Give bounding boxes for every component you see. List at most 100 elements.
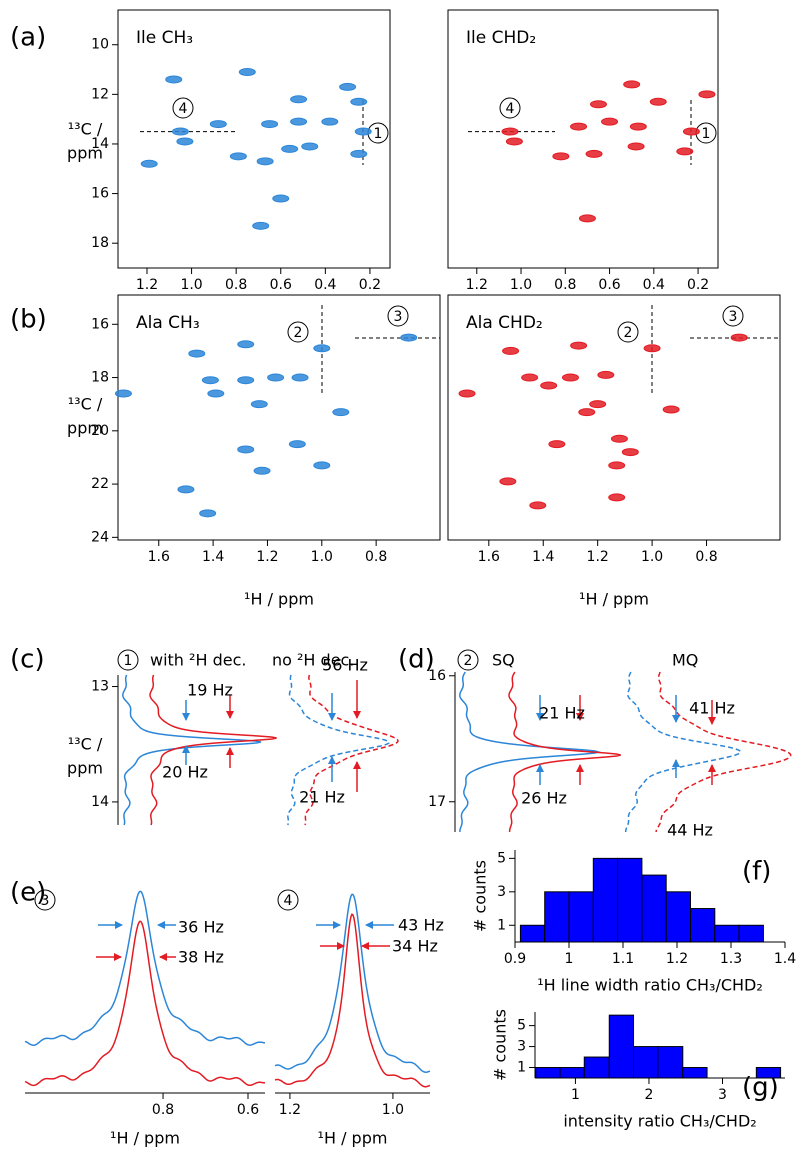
annotation: 2 <box>624 325 633 341</box>
bar <box>633 1046 659 1079</box>
peak <box>252 221 270 230</box>
y-tick-label: 18 <box>91 370 109 386</box>
peak <box>627 142 645 151</box>
bar <box>641 874 667 943</box>
x-tick-label: 1.0 <box>311 549 333 565</box>
peak <box>629 122 647 131</box>
peak <box>238 68 256 77</box>
annotation: SQ <box>492 651 515 670</box>
y-axis-title: ¹³C / <box>68 735 103 754</box>
panel-label: (e) <box>10 878 46 908</box>
x-tick-label: 0.8 <box>365 549 387 565</box>
peak <box>188 349 206 358</box>
x-axis-title: ¹H line width ratio CH₃/CHD₂ <box>537 976 763 995</box>
annotation-circle <box>172 97 194 119</box>
x-tick-label: 1.1 <box>612 951 634 967</box>
peak <box>521 373 539 382</box>
x-tick-label: 1.2 <box>466 277 488 293</box>
y-tick-label: 16 <box>428 668 446 684</box>
spectrum-trace <box>655 671 792 833</box>
peak <box>676 147 694 156</box>
bar <box>559 1067 585 1079</box>
annotation: 38 Hz <box>178 948 224 967</box>
peak <box>458 389 476 398</box>
x-tick-label: 1.6 <box>478 549 500 565</box>
peak <box>177 485 195 494</box>
x-tick-label: 0.2 <box>687 277 709 293</box>
panel-label: (f) <box>742 857 771 887</box>
peak <box>623 80 641 89</box>
annotation-circle <box>287 321 309 343</box>
peak <box>165 75 183 84</box>
y-tick-label: 18 <box>91 235 109 251</box>
peak <box>529 501 547 510</box>
x-tick-label: 3 <box>718 1087 727 1103</box>
peak <box>209 120 227 129</box>
peak <box>301 142 319 151</box>
annotation: 20 Hz <box>162 763 208 782</box>
x-tick-label: 1.6 <box>148 549 170 565</box>
peak <box>237 376 255 385</box>
peak <box>400 333 418 342</box>
spectrum-trace <box>304 674 399 826</box>
x-tick-label: 2 <box>645 1087 654 1103</box>
peak <box>171 127 189 136</box>
chart-title: Ile CH₃ <box>136 28 193 48</box>
peak <box>250 400 268 409</box>
y-tick-label: 5 <box>517 1018 526 1034</box>
y-axis-title: ppm <box>67 144 103 163</box>
y-tick-label: 1 <box>517 1060 526 1076</box>
x-tick-label: 1.2 <box>279 1102 301 1118</box>
peak <box>585 149 603 158</box>
x-tick-label: 0.8 <box>695 549 717 565</box>
peak <box>682 127 700 136</box>
spectrum-trace <box>24 890 266 1046</box>
y-tick-label: 3 <box>497 884 506 900</box>
peak <box>253 466 271 475</box>
annotation: with ²H dec. <box>150 651 246 670</box>
bar <box>665 891 692 943</box>
x-tick-label: 0.8 <box>152 1102 174 1118</box>
annotation-circle <box>117 649 139 671</box>
peak <box>502 346 520 355</box>
x-tick-label: 1.0 <box>180 277 202 293</box>
bar <box>592 857 619 943</box>
bar <box>755 1067 782 1079</box>
annotation: 4 <box>506 101 515 117</box>
bar <box>738 924 764 943</box>
x-tick-label: 1.2 <box>256 549 278 565</box>
bar <box>608 1014 635 1079</box>
annotation: 2 <box>294 325 303 341</box>
x-tick-label: 1.2 <box>666 951 688 967</box>
y-tick-label: 3 <box>517 1039 526 1055</box>
bar <box>568 891 594 943</box>
chart-title: Ala CH₃ <box>136 313 200 333</box>
peak <box>321 117 339 126</box>
peak <box>350 97 368 106</box>
spectrum-trace <box>508 671 621 833</box>
x-tick-label: 0.6 <box>237 1102 259 1118</box>
x-axis-title: ¹H / ppm <box>110 1129 180 1148</box>
spectrum-trace <box>149 674 277 826</box>
peak <box>601 117 619 126</box>
peak <box>578 408 596 417</box>
peak <box>272 194 290 203</box>
chart-title: Ile CHD₂ <box>466 28 536 48</box>
y-tick-label: 12 <box>91 86 109 102</box>
panel-label: (c) <box>10 645 45 675</box>
annotation: no ²H dec. <box>272 651 354 670</box>
x-tick-label: 0.4 <box>643 277 665 293</box>
x-tick-label: 1.0 <box>510 277 532 293</box>
y-tick-label: 10 <box>91 37 109 53</box>
panel-label: (d) <box>398 645 435 675</box>
peak <box>332 408 350 417</box>
bar <box>714 924 740 943</box>
chart-title: Ala CHD₂ <box>466 313 543 333</box>
peak <box>256 157 274 166</box>
peak <box>288 440 306 449</box>
annotation-circle <box>277 889 299 911</box>
peak <box>291 373 309 382</box>
y-tick-label: 14 <box>91 794 109 810</box>
annotation: 3 <box>394 309 403 325</box>
